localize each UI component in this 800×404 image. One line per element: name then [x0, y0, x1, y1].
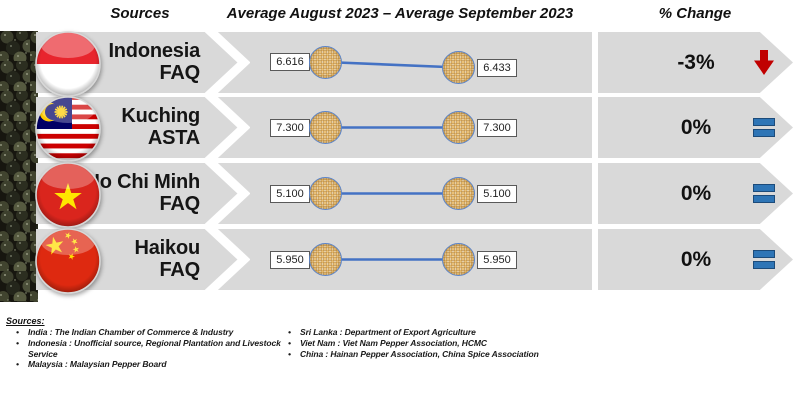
pepper-cluster-icon: [442, 177, 475, 210]
change-band: [598, 229, 793, 290]
pepper-cluster-icon: [442, 51, 475, 84]
source-name: Kuching ASTA: [55, 105, 200, 149]
source-grade: FAQ: [159, 193, 200, 215]
source-name: Indonesia FAQ: [55, 40, 200, 84]
september-value-box: 7.300: [477, 119, 517, 137]
table-row: Indonesia FAQ 6.616 6.433 -3%: [0, 31, 800, 97]
trend-indicator: [752, 163, 776, 224]
down-arrow-icon: [754, 50, 774, 75]
footnote-item: Viet Nam : Viet Nam Pepper Association, …: [286, 338, 556, 349]
trend-indicator: [752, 229, 776, 290]
change-band: [598, 97, 793, 158]
equals-icon: [753, 118, 775, 137]
trend-indicator: [752, 97, 776, 158]
table-row: Kuching ASTA 7.300 7.300 0%: [0, 96, 800, 162]
source-city: Kuching: [121, 105, 200, 127]
trend-indicator: [752, 32, 776, 93]
footnote-item: Sri Lanka : Department of Export Agricul…: [286, 327, 556, 338]
change-band: [598, 163, 793, 224]
august-value-box: 7.300: [270, 119, 310, 137]
connector-line: [326, 192, 459, 195]
malaysia-flag-icon: [35, 96, 101, 162]
percent-change-value: 0%: [680, 181, 712, 205]
footnote-item: Malaysia : Malaysian Pepper Board: [14, 359, 286, 370]
september-value-box: 5.950: [477, 251, 517, 269]
september-value-box: 6.433: [477, 58, 517, 77]
footnotes-title: Sources:: [6, 316, 45, 326]
period-column-header: Average August 2023 – Average September …: [226, 5, 574, 22]
connector-line: [325, 60, 460, 69]
pepper-cluster-icon: [309, 111, 342, 144]
pepper-cluster-icon: [309, 243, 342, 276]
sources-column-header: Sources: [110, 5, 170, 22]
september-value-box: 5.100: [477, 185, 517, 203]
source-city: Haikou: [134, 237, 201, 259]
connector-line: [326, 258, 459, 261]
table-row: Haikou FAQ 5.950 5.950 0%: [0, 228, 800, 294]
source-city: Ho Chi Minh: [85, 171, 201, 193]
percent-change-value: 0%: [680, 247, 712, 271]
footnote-item: Indonesia : Unofficial source, Regional …: [14, 338, 286, 360]
indonesia-flag-icon: [35, 31, 101, 97]
august-value-box: 5.950: [270, 251, 310, 269]
percent-change-value: 0%: [680, 115, 712, 139]
source-grade: ASTA: [147, 127, 200, 149]
vietnam-flag-icon: [35, 162, 101, 228]
source-grade: FAQ: [159, 62, 200, 84]
pepper-cluster-icon: [309, 45, 342, 79]
equals-icon: [753, 250, 775, 269]
footnotes-right-column: Sri Lanka : Department of Export Agricul…: [286, 327, 556, 359]
source-name: Haikou FAQ: [55, 237, 201, 281]
footnotes-left-column: India : The Indian Chamber of Commerce &…: [14, 327, 286, 370]
august-value-box: 6.616: [270, 53, 310, 71]
pepper-cluster-icon: [309, 177, 342, 210]
august-value-box: 5.100: [270, 185, 310, 203]
source-name: Ho Chi Minh FAQ: [55, 171, 201, 215]
pepper-cluster-icon: [442, 111, 475, 144]
connector-line: [326, 126, 459, 129]
china-flag-icon: [35, 228, 101, 294]
footnote-item: China : Hainan Pepper Association, China…: [286, 349, 556, 360]
table-row: Ho Chi Minh FAQ 5.100 5.100 0%: [0, 162, 800, 228]
percent-change-value: -3%: [677, 50, 715, 74]
equals-icon: [753, 184, 775, 203]
source-city: Indonesia: [108, 40, 200, 62]
source-grade: FAQ: [159, 259, 200, 281]
pepper-cluster-icon: [442, 243, 475, 276]
footnote-item: India : The Indian Chamber of Commerce &…: [14, 327, 286, 338]
peppercorn-photo-strip: [0, 31, 38, 302]
change-column-header: % Change: [658, 5, 732, 22]
